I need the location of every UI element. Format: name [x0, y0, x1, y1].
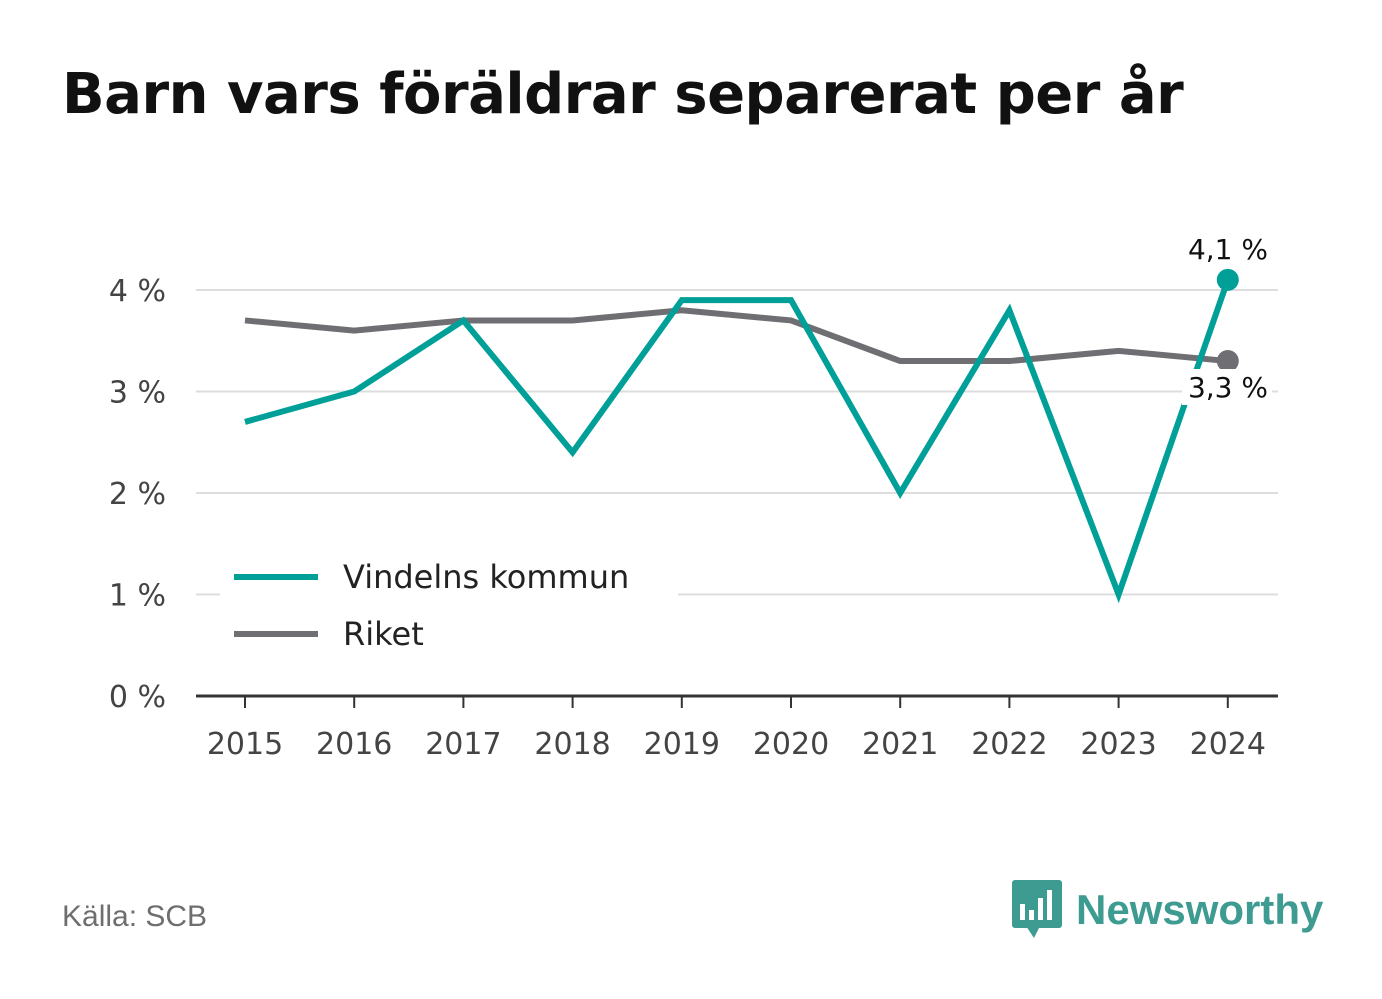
x-tick-label: 2015	[207, 727, 283, 762]
x-tick-label: 2018	[534, 727, 610, 762]
end-labels: 4,1 % 3,3 %	[1182, 233, 1272, 405]
chart-title: Barn vars föräldrar separerat per år	[62, 62, 1184, 127]
end-label-riket: 3,3 %	[1188, 371, 1268, 404]
series-layer	[244, 278, 1231, 604]
newsworthy-logo-icon	[1012, 880, 1062, 938]
series-line-vindeln	[244, 278, 1231, 604]
legend-background	[220, 548, 678, 662]
legend: Vindelns kommun Riket	[220, 548, 678, 662]
y-tick-label: 2 %	[109, 477, 166, 512]
end-marker-riket	[1216, 350, 1239, 373]
legend-label: Vindelns kommun	[343, 558, 629, 596]
x-tick-label: 2017	[425, 727, 501, 762]
y-tick-label: 4 %	[109, 274, 166, 309]
x-tick-label: 2022	[971, 727, 1047, 762]
y-tick-label: 1 %	[109, 579, 166, 614]
y-tick-label: 3 %	[109, 376, 166, 411]
x-tick-label: 2019	[644, 727, 720, 762]
legend-label: Riket	[343, 615, 424, 653]
brand-name: Newsworthy	[1076, 886, 1324, 933]
end-label-vindeln: 4,1 %	[1188, 233, 1268, 266]
x-tick-label: 2016	[316, 727, 392, 762]
end-label-bg	[1182, 369, 1272, 405]
x-tick-label: 2021	[862, 727, 938, 762]
y-tick-label: 0 %	[109, 680, 166, 715]
axis-layer: 0 % 1 % 2 % 3 % 4 % 2015 2016 2017 2018 2019 2020 2…	[109, 274, 1278, 762]
x-tick-label: 2023	[1080, 727, 1156, 762]
x-tick-label: 2020	[753, 727, 829, 762]
brand-logo: Newsworthy	[1012, 880, 1323, 940]
source-note: Källa: SCB	[62, 900, 208, 933]
x-tick-label: 2024	[1190, 727, 1266, 762]
series-line-riket	[244, 307, 1229, 365]
end-marker-vindeln	[1216, 268, 1239, 291]
